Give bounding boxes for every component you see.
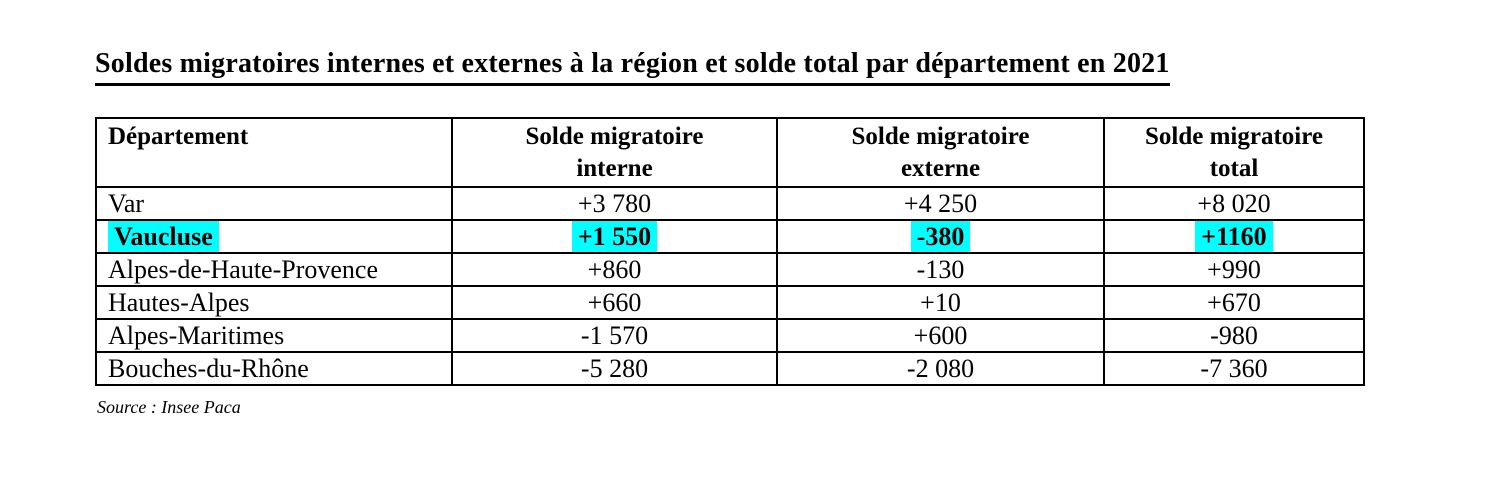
cell-solde-total: +670 [1103,285,1365,320]
table-row-hautes-alpes: Hautes-Alpes +660 +10 +670 [95,285,1365,320]
header-interne-line2: interne [576,155,653,182]
header-departement: Département [95,117,453,188]
highlighted-value: +1160 [1195,222,1273,251]
cell-solde-interne: -1 570 [451,318,778,353]
highlighted-value: Vaucluse [108,222,219,251]
cell-solde-total: -7 360 [1103,351,1365,386]
header-externe-line1: Solde migratoire [851,123,1030,150]
header-externe-line2: externe [900,155,981,182]
highlighted-value: +1 550 [571,222,658,251]
cell-solde-interne: -5 280 [451,351,778,386]
header-interne-line1: Solde migratoire [525,123,704,150]
cell-solde-interne: +3 780 [451,186,778,221]
header-total-line2: total [1209,155,1259,182]
table-body: Var +3 780 +4 250 +8 020 Vaucluse +1 550… [95,186,1365,386]
migration-table: Département Solde migratoire interne Sol… [95,117,1365,386]
page-title: Soldes migratoires internes et externes … [95,48,1170,86]
cell-solde-externe: -380 [776,219,1105,254]
table-row-alpes-de-haute-provence: Alpes-de-Haute-Provence +860 -130 +990 [95,252,1365,287]
title-block: Soldes migratoires internes et externes … [95,48,1170,86]
cell-solde-interne: +860 [451,252,778,287]
cell-solde-externe: +4 250 [776,186,1105,221]
cell-solde-externe: +10 [776,285,1105,320]
table-header: Département Solde migratoire interne Sol… [95,117,1365,188]
cell-departement: Hautes-Alpes [95,285,453,320]
cell-departement: Alpes-de-Haute-Provence [95,252,453,287]
cell-solde-interne: +1 550 [451,219,778,254]
table-row-bouches-du-rhone: Bouches-du-Rhône -5 280 -2 080 -7 360 [95,351,1365,386]
cell-solde-total: -980 [1103,318,1365,353]
highlighted-value: -380 [910,222,971,251]
header-row: Département Solde migratoire interne Sol… [95,117,1365,188]
header-solde-externe: Solde migratoire externe [776,117,1105,188]
table-row-vaucluse-highlighted: Vaucluse +1 550 -380 +1160 [95,219,1365,254]
cell-departement: Alpes-Maritimes [95,318,453,353]
table-row-var: Var +3 780 +4 250 +8 020 [95,186,1365,221]
cell-solde-total: +8 020 [1103,186,1365,221]
source-note: Source : Insee Paca [97,397,241,417]
header-solde-interne: Solde migratoire interne [451,117,778,188]
cell-solde-externe: +600 [776,318,1105,353]
cell-solde-total: +1160 [1103,219,1365,254]
cell-departement: Bouches-du-Rhône [95,351,453,386]
cell-solde-externe: -2 080 [776,351,1105,386]
header-total-line1: Solde migratoire [1145,123,1323,150]
header-solde-total: Solde migratoire total [1103,117,1365,188]
cell-solde-externe: -130 [776,252,1105,287]
header-departement-label: Département [108,123,249,150]
table-row-alpes-maritimes: Alpes-Maritimes -1 570 +600 -980 [95,318,1365,353]
cell-solde-total: +990 [1103,252,1365,287]
cell-departement: Vaucluse [95,219,453,254]
cell-solde-interne: +660 [451,285,778,320]
cell-departement: Var [95,186,453,221]
